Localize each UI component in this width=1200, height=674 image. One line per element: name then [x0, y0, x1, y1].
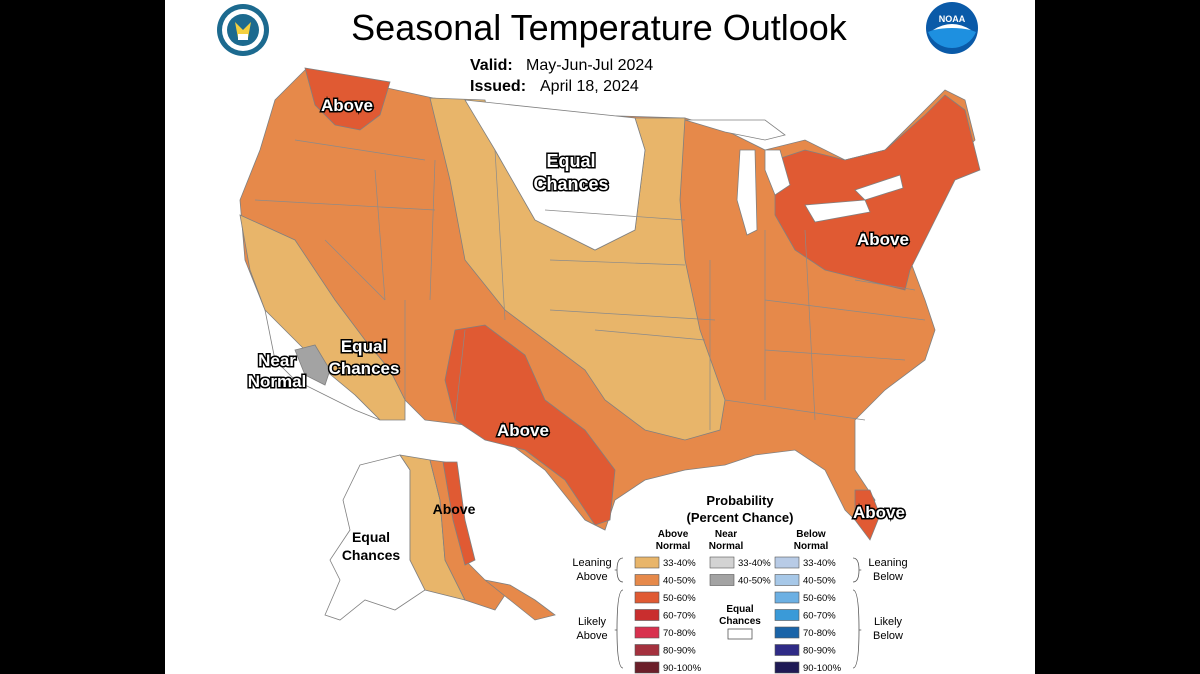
valid-value: May-Jun-Jul 2024	[526, 57, 653, 74]
noaa-logo: NOAA	[926, 2, 978, 54]
alaska-above-50-60	[442, 461, 476, 566]
legend-below-swatches: 33-40% 40-50% 50-60% 60-70% 70-80% 80-90% 90-1…	[774, 556, 842, 674]
legend-below-swatch-label: 33-40%	[803, 558, 836, 569]
legend-above-swatch	[634, 644, 660, 656]
legend-col-below-line2: Normal	[794, 541, 829, 552]
equal-chances-north	[464, 99, 646, 251]
outlook-panel: Seasonal Temperature Outlook Valid: May-…	[165, 0, 1035, 674]
label-above-northeast: Above	[857, 230, 909, 249]
legend-col-below-line1: Below	[796, 529, 826, 540]
alaska-panhandle	[484, 579, 556, 621]
legend-above-swatch-label: 40-50%	[663, 576, 696, 587]
legend-below-swatch-label: 70-80%	[803, 628, 836, 639]
label-equal-alaska-line2: Chances	[342, 547, 401, 563]
legend: Probability (Percent Chance) Above Norma…	[572, 493, 907, 674]
legend-likely-below-line1: Likely	[874, 616, 903, 628]
legend-above-swatch-label: 50-60%	[663, 593, 696, 604]
legend-col-near-line2: Normal	[709, 541, 744, 552]
label-above-texas: Above	[497, 421, 549, 440]
near-normal-region	[294, 344, 331, 386]
legend-below-bracket	[852, 557, 862, 669]
outlook-map: Seasonal Temperature Outlook Valid: May-…	[217, 2, 981, 674]
above-texas	[444, 324, 616, 526]
legend-below-swatch	[774, 644, 800, 656]
legend-equal-swatch	[727, 628, 753, 640]
legend-below-swatch-label: 80-90%	[803, 646, 836, 657]
alaska-map	[324, 454, 556, 621]
label-equal-sw-line2: Chances	[329, 359, 400, 378]
legend-leaning-below-line2: Below	[873, 571, 903, 583]
label-above-florida: Above	[853, 503, 905, 522]
issued-value: April 18, 2024	[540, 78, 639, 95]
legend-above-swatch	[634, 661, 660, 674]
legend-below-swatch-label: 50-60%	[803, 593, 836, 604]
legend-above-bracket	[614, 557, 624, 669]
legend-near-swatch	[709, 574, 735, 586]
conus-map	[239, 67, 981, 541]
legend-col-above-line2: Normal	[656, 541, 691, 552]
label-near-normal-line2: Normal	[248, 372, 307, 391]
legend-likely-above-line1: Likely	[578, 616, 607, 628]
label-equal-north-line1: Equal	[546, 151, 595, 171]
legend-near-swatch	[709, 556, 735, 569]
legend-equal-line2: Chances	[719, 616, 761, 627]
legend-above-swatch-label: 60-70%	[663, 611, 696, 622]
legend-below-swatch	[774, 626, 800, 639]
legend-near-swatch-label: 33-40%	[738, 558, 771, 569]
legend-above-swatch	[634, 574, 660, 586]
legend-near-swatch-label: 40-50%	[738, 576, 771, 587]
label-equal-alaska-line1: Equal	[352, 529, 390, 545]
noaa-logo-text: NOAA	[939, 14, 966, 24]
label-above-northwest: Above	[321, 96, 373, 115]
legend-below-swatch	[774, 609, 800, 621]
legend-col-above-line1: Above	[658, 529, 689, 540]
great-lakes	[684, 119, 904, 236]
label-near-normal-line1: Near	[258, 351, 296, 370]
label-above-alaska: Above	[433, 501, 476, 517]
legend-above-swatches: 33-40% 40-50% 50-60% 60-70% 70-80% 80-90% 90-1…	[634, 556, 702, 674]
legend-above-swatch	[634, 556, 660, 569]
legend-above-swatch	[634, 626, 660, 639]
legend-likely-below-line2: Below	[873, 630, 903, 642]
legend-below-swatch-label: 40-50%	[803, 576, 836, 587]
page-title: Seasonal Temperature Outlook	[351, 7, 848, 48]
legend-above-swatch-label: 80-90%	[663, 646, 696, 657]
legend-below-swatch-label: 90-100%	[803, 663, 842, 674]
label-equal-sw-line1: Equal	[341, 337, 387, 356]
legend-above-swatch	[634, 591, 660, 604]
legend-leaning-above-line1: Leaning	[572, 557, 611, 569]
label-equal-north-line2: Chances	[533, 174, 608, 194]
legend-leaning-above-line2: Above	[576, 571, 607, 583]
legend-likely-above-line2: Above	[576, 630, 607, 642]
legend-below-swatch	[774, 574, 800, 586]
doc-seal-logo	[217, 4, 269, 56]
legend-below-swatch	[774, 591, 800, 604]
legend-heading-line1: Probability	[706, 493, 774, 508]
legend-equal-line1: Equal	[726, 604, 753, 615]
legend-below-swatch	[774, 556, 800, 569]
legend-near-swatches: 33-40% 40-50%	[709, 556, 771, 587]
above-florida	[854, 489, 881, 541]
legend-above-swatch-label: 70-80%	[663, 628, 696, 639]
legend-above-swatch-label: 33-40%	[663, 558, 696, 569]
legend-below-swatch	[774, 661, 800, 674]
state-borders	[254, 139, 926, 430]
legend-above-swatch-label: 90-100%	[663, 663, 702, 674]
above-northwest	[304, 67, 391, 131]
legend-leaning-below-line1: Leaning	[868, 557, 907, 569]
valid-label: Valid:	[470, 57, 513, 74]
legend-above-swatch	[634, 609, 660, 621]
legend-col-near-line1: Near	[715, 529, 737, 540]
legend-below-swatch-label: 60-70%	[803, 611, 836, 622]
issued-label: Issued:	[470, 78, 526, 95]
legend-heading-line2: (Percent Chance)	[687, 510, 794, 525]
